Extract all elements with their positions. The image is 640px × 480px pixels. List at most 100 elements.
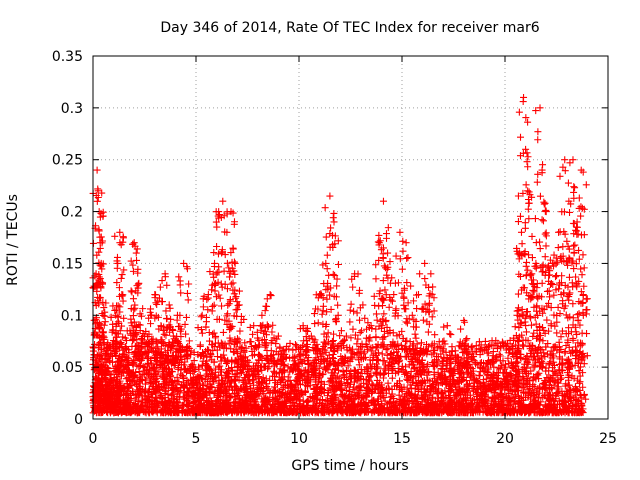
data-point [329, 270, 337, 278]
data-point [262, 302, 270, 310]
data-point [397, 341, 405, 349]
data-point [387, 393, 395, 401]
data-point [380, 365, 388, 373]
data-point [337, 327, 345, 335]
data-point [396, 377, 404, 385]
data-point [384, 379, 392, 387]
data-point [329, 214, 337, 222]
data-point [236, 327, 244, 335]
data-point [218, 249, 226, 257]
data-point [353, 309, 361, 317]
data-point [211, 259, 219, 267]
data-point [185, 337, 193, 345]
data-point [118, 271, 126, 279]
data-point [163, 281, 171, 289]
data-point [263, 346, 271, 354]
data-point [167, 315, 175, 323]
data-point [132, 249, 140, 257]
data-point [147, 305, 155, 313]
data-point [286, 339, 294, 347]
data-point [383, 351, 391, 359]
data-point [323, 265, 331, 273]
data-point [258, 322, 266, 330]
data-point [371, 301, 379, 309]
data-point [119, 297, 127, 305]
data-point [261, 307, 269, 315]
data-point [246, 323, 254, 331]
data-point [197, 313, 205, 321]
data-point [128, 288, 136, 296]
data-point [330, 209, 338, 217]
data-point [555, 366, 563, 374]
data-point [346, 318, 354, 326]
data-point [129, 261, 137, 269]
data-point [366, 333, 374, 341]
data-point [116, 303, 124, 311]
data-point [198, 329, 206, 337]
data-point [134, 280, 142, 288]
data-point [289, 346, 297, 354]
data-point [210, 249, 218, 257]
data-point [184, 296, 192, 304]
data-point [152, 299, 160, 307]
data-point [259, 374, 267, 382]
data-point [181, 320, 189, 328]
data-point [119, 234, 127, 242]
data-point [512, 341, 520, 349]
data-point [216, 294, 224, 302]
data-point [310, 310, 318, 318]
data-point [210, 329, 218, 337]
data-point [111, 232, 119, 240]
data-point [129, 295, 137, 303]
data-point [196, 342, 204, 350]
data-point [120, 266, 128, 274]
data-point [358, 327, 366, 335]
data-point [534, 385, 542, 393]
data-point [333, 282, 341, 290]
data-point [219, 328, 227, 336]
data-point [176, 281, 184, 289]
data-point [565, 381, 573, 389]
data-point [156, 283, 164, 291]
data-point [337, 352, 345, 360]
data-point [334, 261, 342, 269]
data-point [274, 332, 282, 340]
grid-layer [93, 56, 608, 419]
data-point [325, 271, 333, 279]
data-point [247, 338, 255, 346]
data-point [311, 320, 319, 328]
data-point [336, 332, 344, 340]
data-point [214, 353, 222, 361]
data-point [272, 340, 280, 348]
data-point [322, 233, 330, 241]
data-point [185, 280, 193, 288]
data-point [182, 313, 190, 321]
data-point [120, 314, 128, 322]
data-point [130, 239, 138, 247]
data-point [93, 166, 101, 174]
data-point [165, 301, 173, 309]
data-point [467, 344, 475, 352]
data-point [349, 283, 357, 291]
data-point [372, 333, 380, 341]
data-point [334, 301, 342, 309]
data-point [218, 302, 226, 310]
data-point [576, 363, 584, 371]
data-point [535, 369, 543, 377]
data-point [163, 314, 171, 322]
data-point [381, 286, 389, 294]
data-point [269, 321, 277, 329]
data-point [477, 346, 485, 354]
data-point [372, 310, 380, 318]
data-point [175, 273, 183, 281]
data-point [151, 291, 159, 299]
data-point [373, 355, 381, 363]
data-point [177, 289, 185, 297]
data-point [330, 330, 338, 338]
data-point [388, 374, 396, 382]
data-point [213, 243, 221, 250]
data-point [346, 306, 354, 314]
data-point [113, 264, 121, 272]
data-point [378, 350, 386, 358]
